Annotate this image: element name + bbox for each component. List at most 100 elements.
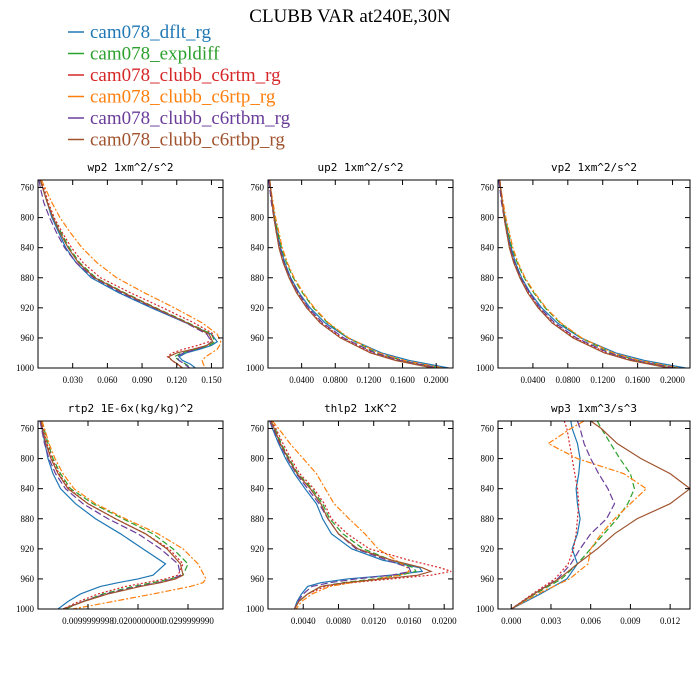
legend-entry: cam078_clubb_c6rtp_rg [68,87,276,108]
series-line [268,180,438,368]
x-tick-label: 0.090 [132,375,153,385]
x-tick-label: 0.0200000000 [112,616,164,626]
series-line [40,180,215,368]
series-line [269,180,433,368]
x-tick-label: 0.030 [63,375,84,385]
y-tick-label: 800 [251,454,265,464]
y-tick-label: 960 [251,333,265,343]
x-tick-label: 0.0800 [555,375,580,385]
y-tick-label: 760 [21,424,35,434]
x-tick-label: 0.000 [501,616,522,626]
series-line [510,421,616,609]
y-tick-label: 1000 [476,604,495,614]
panel-title: rtp2 1E-6x(kg/kg)^2 [68,402,194,415]
series-line [498,180,675,368]
panel: rtp2 1E-6x(kg/kg)^2 760 800 840 880 920 960 100… [16,402,224,626]
x-tick-label: 0.1600 [390,375,415,385]
y-tick-label: 880 [251,273,265,283]
series-group [269,421,452,609]
y-tick-label: 760 [251,183,265,193]
series-line [510,421,690,609]
series-line [41,421,189,609]
series-line [39,180,219,368]
y-tick-label: 840 [251,243,265,253]
series-line [39,180,214,368]
x-tick-label: 0.2000 [660,375,685,385]
x-tick-label: 0.2000 [424,375,449,385]
y-tick-label: 800 [481,454,495,464]
panel-grid: wp2 1xm^2/s^2 760 800 840 880 920 960 1000 0.030… [16,161,691,626]
series-line [39,421,167,609]
x-tick-label: 0.009 [620,616,641,626]
figure-title: CLUBB VAR at240E,30N [249,6,451,27]
plot-frame [37,420,224,610]
y-tick-label: 920 [21,303,35,313]
series-line [499,180,680,368]
x-tick-label: 0.0160 [397,616,422,626]
series-line [270,421,433,609]
y-tick-label: 1000 [246,604,265,614]
x-tick-label: 0.120 [167,375,188,385]
x-tick-label: 0.0080 [326,616,351,626]
series-line [269,180,441,368]
series-line [269,180,449,368]
panel: vp2 1xm^2/s^2 760 800 840 880 920 960 1000 0.040… [476,161,691,385]
legend-entry: cam078_clubb_c6rtbp_rg [68,130,285,151]
y-tick-label: 760 [481,183,495,193]
y-tick-label: 840 [21,243,35,253]
panel-title: wp2 1xm^2/s^2 [87,161,173,174]
x-tick-label: 0.1200 [357,375,382,385]
legend-label: cam078_clubb_c6rtp_rg [90,87,276,108]
panel-title: thlp2 1xK^2 [324,402,397,415]
x-tick-label: 0.0400 [521,375,546,385]
panel: up2 1xm^2/s^2 760 800 840 880 920 960 1000 0.040… [246,161,454,385]
x-tick-label: 0.006 [581,616,602,626]
legend-entry: cam078_clubb_c6rtbm_rg [68,108,291,129]
series-line [269,421,424,609]
series-line [269,421,412,609]
y-tick-label: 880 [21,273,35,283]
y-tick-label: 840 [481,484,495,494]
plot-frame [267,420,454,610]
y-tick-label: 880 [481,273,495,283]
y-tick-label: 760 [21,183,35,193]
series-line [510,421,580,609]
legend-entry: cam078_clubb_c6rtm_rg [68,65,281,86]
panel-title: wp3 1xm^3/s^3 [551,402,637,415]
series-group [510,421,690,609]
series-group [268,180,449,368]
y-tick-label: 880 [481,514,495,524]
y-tick-label: 920 [21,544,35,554]
y-tick-label: 760 [251,424,265,434]
series-line [40,180,222,368]
series-line [38,180,213,368]
series-group [39,421,207,609]
x-tick-label: 0.150 [201,375,222,385]
y-tick-label: 880 [21,514,35,524]
y-tick-label: 920 [251,544,265,554]
legend-label: cam078_clubb_c6rtm_rg [90,65,281,86]
series-line [271,421,452,609]
series-line [41,421,207,609]
series-group [38,180,222,368]
series-line [269,180,444,368]
y-tick-label: 800 [21,454,35,464]
series-line [39,421,182,609]
y-tick-label: 840 [251,484,265,494]
y-tick-label: 960 [251,574,265,584]
series-line [271,421,410,609]
series-line [499,180,686,368]
legend-entry: cam078_expldiff [68,44,220,65]
y-tick-label: 760 [481,424,495,434]
x-tick-label: 0.0120 [361,616,386,626]
y-tick-label: 800 [21,213,35,223]
x-tick-label: 0.1600 [625,375,650,385]
x-tick-label: 0.003 [541,616,562,626]
series-line [510,421,581,609]
series-group [498,180,686,368]
y-tick-label: 920 [481,303,495,313]
x-tick-label: 0.0299999990 [162,616,214,626]
legend-label: cam078_clubb_c6rtbp_rg [90,130,285,151]
y-tick-label: 840 [21,484,35,494]
y-tick-label: 800 [481,213,495,223]
